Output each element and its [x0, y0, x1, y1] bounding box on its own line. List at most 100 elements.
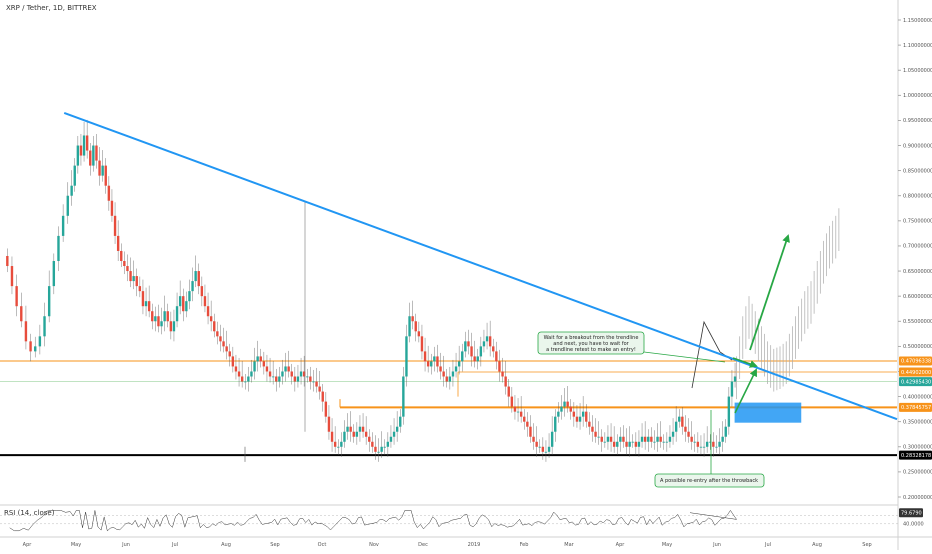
candle-body	[182, 296, 185, 312]
candle-body	[101, 165, 104, 176]
candle-body	[544, 451, 548, 453]
candle-body	[172, 321, 176, 332]
y-tick-label: 0.70000000	[903, 244, 932, 250]
candle-body	[358, 426, 362, 432]
candle-body	[66, 195, 69, 216]
candle-body	[650, 436, 653, 442]
y-tick-label: 0.40000000	[903, 394, 932, 400]
candle-body	[420, 336, 424, 352]
candle-body	[572, 411, 576, 417]
candle-body	[222, 341, 225, 347]
reentry-arrow	[734, 368, 757, 414]
candle-body	[265, 366, 269, 372]
candle-body	[684, 426, 687, 432]
x-tick-label: Oct	[318, 542, 327, 548]
x-tick-label: Nov	[369, 542, 379, 548]
candle-body	[256, 356, 259, 362]
candle-body	[696, 441, 700, 447]
candle-body	[665, 441, 669, 443]
candle-body	[228, 351, 231, 357]
annotation-text: A possible re-entry after the throwback	[660, 478, 758, 484]
x-tick-label: Mar	[564, 542, 574, 548]
x-tick-label: Aug	[812, 542, 822, 548]
candle-body	[563, 401, 566, 407]
candle-body	[237, 371, 241, 377]
candle-body	[296, 376, 300, 382]
rsi-label: RSI (14, close)	[4, 509, 55, 517]
candle-body	[408, 316, 411, 337]
annotation-text: Wait for a breakout from the trendline	[544, 335, 639, 341]
candle-body	[671, 431, 675, 437]
x-tick-label: Aug	[221, 542, 231, 548]
candle-body	[529, 426, 532, 437]
candle-body	[333, 441, 337, 447]
candle-body	[113, 215, 117, 236]
y-tick-label: 0.20000000	[903, 495, 932, 501]
candle-body	[637, 441, 641, 447]
price-tag	[899, 356, 932, 366]
candle-body	[287, 366, 290, 372]
candle-body	[129, 271, 132, 282]
rsi-value-label: 79.6790	[901, 510, 922, 516]
candle-body	[104, 165, 107, 186]
y-tick-label: 0.55000000	[903, 319, 932, 325]
candle-body	[516, 411, 520, 413]
y-tick-label: 1.15000000	[903, 18, 932, 24]
candle-body	[157, 316, 160, 327]
candle-body	[200, 286, 204, 297]
candle-body	[405, 336, 408, 377]
y-tick-label: 0.60000000	[903, 294, 932, 300]
candle-body	[690, 436, 693, 442]
candle-body	[38, 336, 42, 347]
candle-body	[495, 351, 498, 362]
candle-body	[259, 356, 262, 362]
candle-body	[479, 346, 483, 357]
candle-body	[467, 341, 470, 347]
candle-body	[550, 431, 554, 447]
candle-body	[321, 391, 324, 402]
candle-body	[188, 291, 191, 302]
candle-body	[52, 261, 56, 287]
candle-body	[318, 386, 321, 392]
candle-body	[417, 331, 421, 337]
candle-body	[290, 371, 293, 377]
price-tag-label: 0.42985430	[901, 379, 931, 385]
candle-body	[175, 306, 179, 322]
candle-body	[98, 160, 101, 176]
candle-body	[414, 321, 417, 332]
candle-body	[346, 426, 349, 432]
candle-body	[454, 366, 458, 372]
candle-body	[374, 446, 377, 452]
candle-body	[678, 416, 681, 422]
candle-body	[445, 376, 448, 382]
candle-body	[147, 301, 151, 312]
candle-body	[197, 271, 200, 287]
price-tag	[899, 367, 932, 377]
candle-body	[10, 266, 14, 287]
x-tick-label: Jun	[712, 542, 721, 548]
candle-body	[727, 396, 731, 427]
candle-body	[163, 311, 166, 322]
candle-body	[234, 366, 238, 372]
x-tick-label: May	[71, 542, 81, 548]
candle-body	[253, 361, 256, 372]
candle-body	[433, 356, 436, 362]
candle-body	[426, 361, 430, 367]
candle-body	[355, 431, 359, 437]
candle-body	[612, 441, 616, 447]
candle-body	[123, 261, 126, 267]
x-tick-label: Feb	[520, 542, 529, 548]
candle-body	[488, 336, 492, 347]
candle-body	[662, 441, 665, 443]
candle-body	[442, 371, 445, 377]
candle-body	[647, 436, 650, 442]
candle-body	[603, 441, 607, 443]
candle-body	[206, 306, 210, 317]
candle-body	[364, 431, 368, 437]
candle-body	[151, 311, 154, 322]
y-tick-label: 1.05000000	[903, 68, 932, 74]
x-tick-label: Apr	[23, 542, 33, 548]
candle-body	[194, 271, 197, 282]
